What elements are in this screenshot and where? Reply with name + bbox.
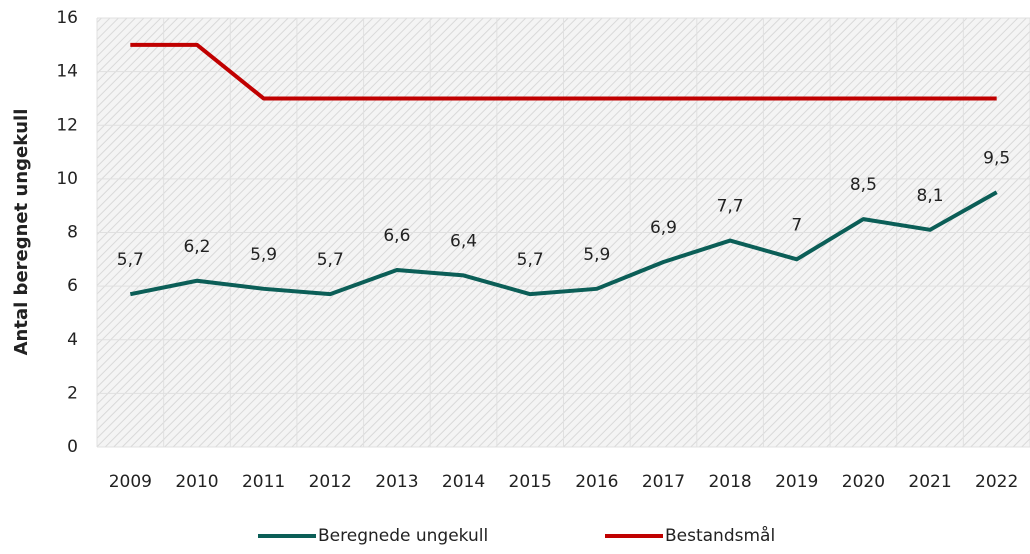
x-tick-label: 2021 [908,472,951,492]
y-tick-label: 2 [67,383,78,403]
x-tick-label: 2012 [309,472,352,492]
series-line [129,190,998,297]
y-tick-label: 8 [67,223,78,243]
data-label: 5,7 [117,250,144,270]
x-tick-label: 2016 [575,472,618,492]
data-label: 6,4 [450,231,477,251]
legend-label: Bestandsmål [665,525,775,546]
series-line [130,42,997,101]
x-tick-label: 2009 [109,472,152,492]
x-tick-label: 2013 [375,472,418,492]
x-tick-label: 2019 [775,472,818,492]
data-label: 5,7 [517,250,544,270]
data-label: 7 [791,215,802,235]
y-tick-label: 4 [67,330,78,350]
x-tick-label: 2015 [509,472,552,492]
data-label: 5,7 [317,250,344,270]
data-label: 7,7 [717,197,744,217]
data-label: 9,5 [983,148,1010,168]
x-tick-label: 2014 [442,472,485,492]
y-tick-label: 12 [56,115,78,135]
y-tick-label: 0 [67,437,78,457]
data-label: 6,6 [383,226,410,246]
data-label: 6,2 [183,237,210,257]
data-label: 5,9 [250,245,277,265]
data-label: 6,9 [650,218,677,238]
data-label: 8,1 [917,186,944,206]
y-tick-label: 14 [56,62,78,82]
x-tick-label: 2010 [175,472,218,492]
y-tick-label: 16 [56,8,78,28]
y-tick-label: 10 [56,169,78,189]
y-tick-label: 6 [67,276,78,296]
x-tick-label: 2017 [642,472,685,492]
x-tick-label: 2018 [708,472,751,492]
data-label: 5,9 [583,245,610,265]
x-tick-label: 2022 [975,472,1018,492]
data-label: 8,5 [850,175,877,195]
x-tick-label: 2020 [842,472,885,492]
legend-label: Beregnede ungekull [318,526,488,546]
x-tick-label: 2011 [242,472,285,492]
y-axis-label: Antal beregnet ungekull [11,109,32,356]
